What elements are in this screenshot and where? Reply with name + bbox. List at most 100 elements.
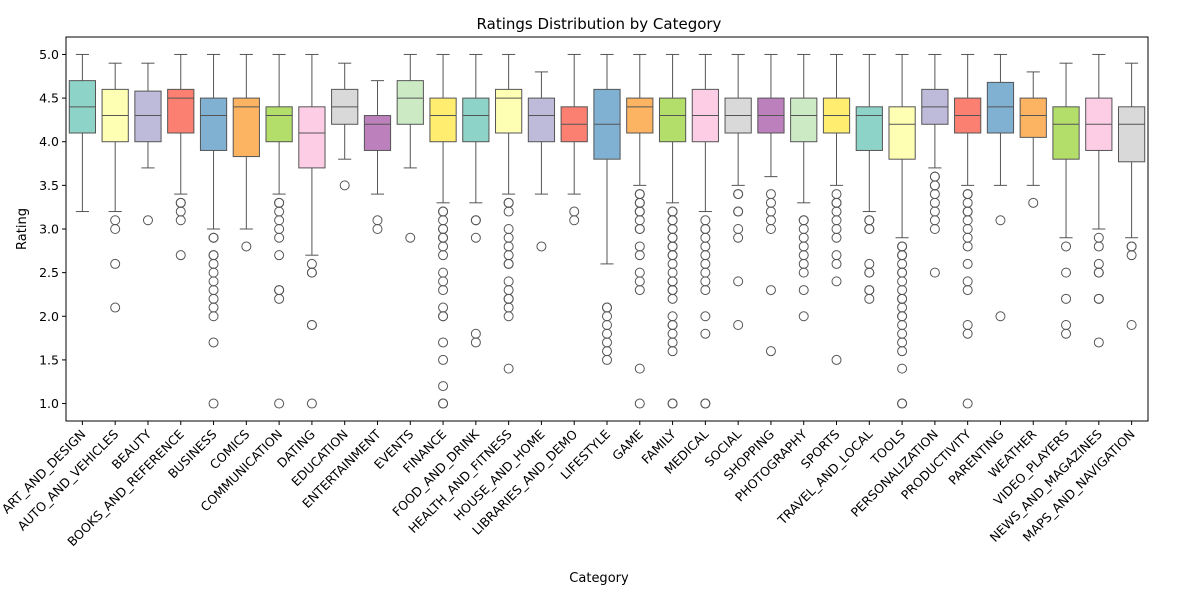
- outlier-point: [700, 258, 711, 269]
- outlier-point: [667, 311, 678, 322]
- outlier-point: [110, 302, 121, 313]
- outlier-point: [438, 276, 449, 287]
- box-iqr: [396, 80, 424, 125]
- outlier-point: [175, 197, 186, 208]
- outlier-point: [438, 206, 449, 217]
- outlier-point: [634, 197, 645, 208]
- outlier-point: [733, 206, 744, 217]
- outlier-point: [962, 276, 973, 287]
- outlier-point: [700, 224, 711, 234]
- outlier-point: [634, 285, 645, 296]
- outlier-point: [602, 320, 612, 330]
- outlier-point: [897, 250, 908, 261]
- outlier-point: [470, 215, 481, 226]
- outlier-point: [503, 285, 514, 296]
- outlier-point: [929, 224, 940, 234]
- outlier-point: [306, 398, 317, 409]
- y-axis: 1.0 1.5 2.0 2.5 3.0 3.5 4.0 4.5 5.0: [39, 47, 66, 411]
- y-tick-label: 4.0: [39, 134, 59, 149]
- outlier-point: [864, 267, 875, 278]
- outlier-point: [602, 337, 612, 348]
- outlier-point: [667, 328, 678, 339]
- outlier-point: [798, 232, 809, 243]
- outlier-point: [831, 354, 842, 365]
- outlier-point: [700, 285, 711, 296]
- outlier-point: [765, 224, 776, 234]
- outlier-point: [962, 258, 973, 269]
- box-weather: [1019, 71, 1047, 208]
- outlier-point: [208, 337, 219, 348]
- outlier-point: [962, 241, 973, 252]
- outlier-point: [733, 276, 744, 287]
- box-books-and-reference: [167, 53, 195, 261]
- outlier-point: [602, 311, 612, 322]
- outlier-point: [372, 224, 383, 234]
- outlier-point: [667, 241, 678, 252]
- outlier-point: [208, 276, 219, 287]
- outlier-point: [1093, 241, 1104, 252]
- outlier-point: [700, 241, 711, 252]
- box-photography: [790, 53, 818, 322]
- outlier-point: [503, 250, 514, 261]
- box-food-and-drink: [462, 53, 490, 348]
- outlier-point: [110, 224, 121, 234]
- outlier-point: [438, 285, 449, 296]
- outlier-point: [733, 189, 744, 200]
- box-parenting: [986, 53, 1015, 322]
- outlier-point: [208, 293, 219, 304]
- outlier-point: [1061, 293, 1072, 304]
- outlier-point: [634, 267, 645, 278]
- box-lifestyle: [593, 53, 621, 365]
- outlier-point: [798, 250, 809, 261]
- outlier-point: [700, 215, 711, 226]
- outlier-point: [831, 232, 842, 243]
- outlier-point: [962, 215, 973, 226]
- outlier-point: [503, 241, 514, 252]
- outlier-point: [929, 267, 940, 278]
- outlier-point: [503, 258, 514, 269]
- outlier-point: [667, 258, 678, 269]
- outlier-point: [667, 250, 678, 261]
- outlier-point: [897, 302, 908, 313]
- outlier-point: [1061, 241, 1072, 252]
- outlier-point: [602, 328, 612, 339]
- outlier-point: [962, 328, 973, 339]
- box-iqr: [1117, 106, 1146, 163]
- outlier-point: [1061, 267, 1072, 278]
- outlier-point: [438, 354, 449, 365]
- outlier-point: [798, 241, 809, 252]
- outlier-point: [733, 224, 744, 234]
- outlier-point: [208, 398, 219, 409]
- outlier-point: [306, 267, 317, 278]
- outlier-point: [110, 215, 121, 226]
- box-iqr: [626, 97, 654, 134]
- outlier-point: [634, 398, 645, 409]
- outlier-point: [438, 381, 449, 392]
- outlier-point: [306, 320, 317, 330]
- outlier-point: [831, 215, 842, 226]
- outlier-point: [405, 232, 416, 243]
- outlier-point: [798, 224, 809, 234]
- y-tick-label: 1.0: [39, 396, 59, 411]
- outlier-point: [470, 232, 481, 243]
- box-iqr: [298, 106, 326, 169]
- box-entertainment: [363, 80, 392, 234]
- outlier-point: [765, 285, 776, 296]
- outlier-point: [175, 250, 186, 261]
- outlier-point: [142, 215, 153, 226]
- outlier-point: [962, 285, 973, 296]
- outlier-point: [962, 206, 973, 217]
- outlier-point: [667, 398, 678, 409]
- outlier-point: [864, 285, 875, 296]
- outlier-point: [503, 224, 514, 234]
- outlier-point: [274, 215, 285, 226]
- outlier-point: [634, 206, 645, 217]
- box-news-and-magazines: [1085, 53, 1113, 348]
- outlier-point: [962, 320, 973, 330]
- outlier-point: [503, 293, 514, 304]
- box-comics: [232, 53, 260, 252]
- outlier-point: [306, 258, 317, 269]
- box-productivity: [954, 53, 982, 409]
- box-finance: [429, 53, 457, 409]
- outlier-point: [634, 363, 645, 374]
